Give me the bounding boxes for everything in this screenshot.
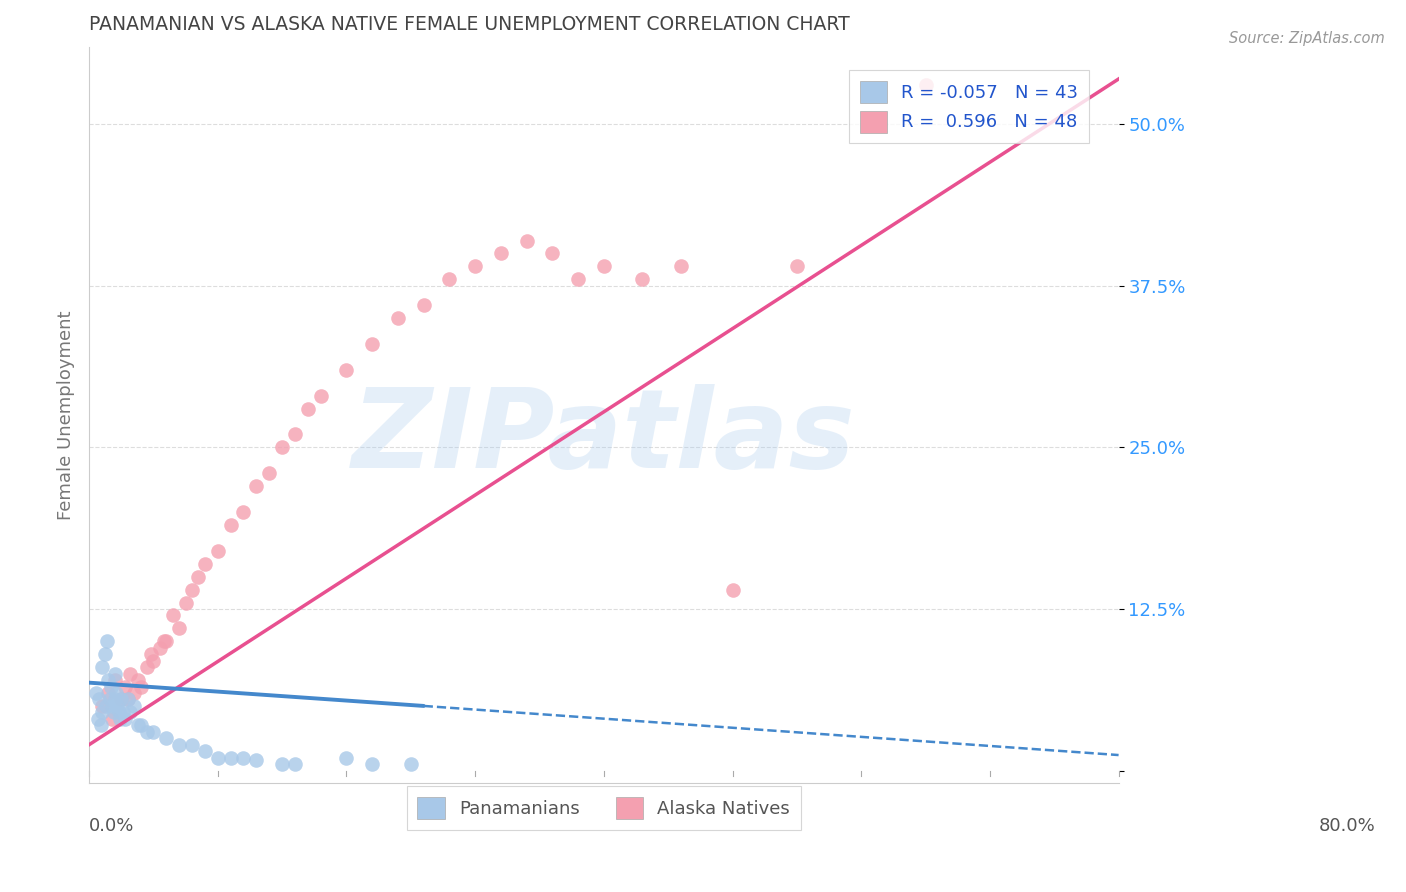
Point [162, 608, 184, 623]
Point [127, 718, 149, 732]
Point [129, 718, 152, 732]
Point [149, 640, 172, 655]
Point [232, 750, 254, 764]
Point [114, 680, 136, 694]
Point [152, 634, 174, 648]
Point [207, 750, 229, 764]
Point [167, 738, 190, 752]
Point [567, 272, 589, 286]
Point [91, 660, 114, 674]
Point [174, 595, 197, 609]
Text: ZIPatlas: ZIPatlas [352, 384, 856, 491]
Point [120, 666, 142, 681]
Point [96, 634, 118, 648]
Point [100, 680, 122, 694]
Point [309, 389, 332, 403]
Text: 80.0%: 80.0% [1319, 817, 1376, 835]
Point [284, 757, 307, 772]
Point [93, 647, 115, 661]
Point [541, 246, 564, 260]
Point [271, 441, 294, 455]
Point [631, 272, 654, 286]
Point [101, 712, 124, 726]
Point [439, 272, 461, 286]
Point [516, 234, 538, 248]
Point [91, 698, 114, 713]
Point [104, 692, 127, 706]
Point [464, 260, 486, 274]
Point [219, 518, 242, 533]
Point [122, 698, 145, 713]
Point [114, 712, 136, 726]
Point [284, 427, 307, 442]
Point [167, 621, 190, 635]
Legend: Panamanians, Alaska Natives: Panamanians, Alaska Natives [406, 786, 801, 830]
Point [207, 544, 229, 558]
Point [489, 246, 512, 260]
Point [194, 744, 217, 758]
Point [110, 692, 132, 706]
Point [361, 337, 384, 351]
Point [245, 753, 267, 767]
Point [669, 260, 692, 274]
Point [90, 718, 112, 732]
Point [122, 686, 145, 700]
Point [257, 467, 280, 481]
Point [786, 260, 808, 274]
Point [721, 582, 744, 597]
Point [335, 363, 357, 377]
Point [335, 750, 357, 764]
Point [155, 731, 177, 746]
Point [181, 738, 204, 752]
Text: PANAMANIAN VS ALASKA NATIVE FEMALE UNEMPLOYMENT CORRELATION CHART: PANAMANIAN VS ALASKA NATIVE FEMALE UNEMP… [89, 15, 849, 34]
Point [155, 634, 177, 648]
Y-axis label: Female Unemployment: Female Unemployment [58, 310, 75, 520]
Point [399, 757, 422, 772]
Point [110, 692, 132, 706]
Point [120, 706, 142, 720]
Point [219, 750, 242, 764]
Point [103, 706, 125, 720]
Point [101, 698, 124, 713]
Point [117, 692, 139, 706]
Point [187, 569, 209, 583]
Point [98, 692, 121, 706]
Point [142, 724, 165, 739]
Point [194, 557, 217, 571]
Point [91, 706, 114, 720]
Point [412, 298, 434, 312]
Point [387, 311, 409, 326]
Point [107, 706, 129, 720]
Point [297, 401, 319, 416]
Point [136, 724, 159, 739]
Point [104, 666, 127, 681]
Text: 0.0%: 0.0% [89, 817, 135, 835]
Point [361, 757, 384, 772]
Point [271, 757, 294, 772]
Point [139, 647, 162, 661]
Point [105, 686, 128, 700]
Point [89, 692, 111, 706]
Point [94, 698, 117, 713]
Point [97, 686, 120, 700]
Point [181, 582, 204, 597]
Point [87, 712, 110, 726]
Point [104, 673, 127, 687]
Point [245, 479, 267, 493]
Point [232, 505, 254, 519]
Point [108, 712, 131, 726]
Point [129, 680, 152, 694]
Point [84, 686, 107, 700]
Point [142, 654, 165, 668]
Point [111, 706, 134, 720]
Point [592, 260, 614, 274]
Point [117, 692, 139, 706]
Point [105, 698, 128, 713]
Point [136, 660, 159, 674]
Text: Source: ZipAtlas.com: Source: ZipAtlas.com [1229, 31, 1385, 46]
Point [914, 78, 936, 93]
Point [127, 673, 149, 687]
Point [97, 673, 120, 687]
